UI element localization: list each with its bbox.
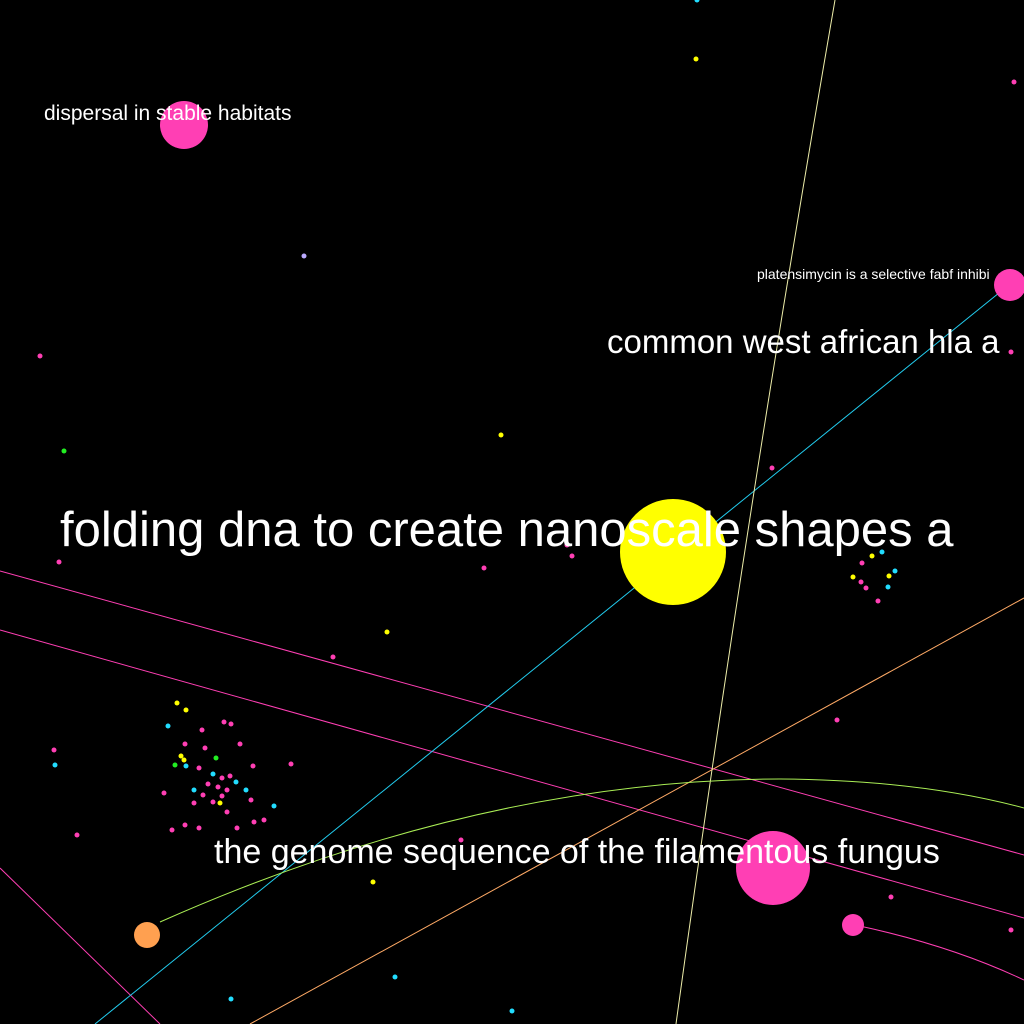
node-dot-magenta[interactable] bbox=[234, 825, 240, 831]
node-dot-magenta[interactable] bbox=[221, 719, 227, 725]
node-dot-magenta[interactable] bbox=[56, 559, 62, 565]
node-dot-yellow[interactable] bbox=[693, 56, 699, 62]
node-dot-magenta[interactable] bbox=[215, 784, 221, 790]
node-dot-magenta[interactable] bbox=[834, 717, 840, 723]
node-dot-yellow[interactable] bbox=[498, 432, 504, 438]
node-platensimycin[interactable] bbox=[994, 269, 1024, 301]
node-dot-cyan[interactable] bbox=[892, 568, 898, 574]
node-dot-magenta[interactable] bbox=[1011, 79, 1017, 85]
edge-cyan-1 bbox=[94, 279, 1016, 1024]
node-dot-magenta[interactable] bbox=[205, 781, 211, 787]
node-dot-magenta[interactable] bbox=[330, 654, 336, 660]
node-dot-magenta[interactable] bbox=[37, 353, 43, 359]
node-genome[interactable] bbox=[736, 831, 810, 905]
node-dot-cyan[interactable] bbox=[694, 0, 700, 3]
node-dot-yellow[interactable] bbox=[370, 879, 376, 885]
node-dot-cyan[interactable] bbox=[392, 974, 398, 980]
node-dot-green[interactable] bbox=[213, 755, 219, 761]
node-dot-yellow[interactable] bbox=[174, 700, 180, 706]
node-dot-magenta[interactable] bbox=[875, 598, 881, 604]
edge-lime-1 bbox=[159, 778, 1024, 923]
node-dot-magenta[interactable] bbox=[224, 809, 230, 815]
node-dot-magenta[interactable] bbox=[288, 761, 294, 767]
node-dot-magenta[interactable] bbox=[224, 787, 230, 793]
node-dot-magenta[interactable] bbox=[458, 837, 464, 843]
node-dot-yellow[interactable] bbox=[178, 753, 184, 759]
node-dot-cyan[interactable] bbox=[210, 771, 216, 777]
edge-orange-1 bbox=[249, 597, 1024, 1024]
node-dot-lavender[interactable] bbox=[301, 253, 307, 259]
edge-magenta-1 bbox=[0, 570, 1024, 856]
node-dot-magenta[interactable] bbox=[858, 579, 864, 585]
node-dot-magenta[interactable] bbox=[261, 817, 267, 823]
edge-magenta-2 bbox=[0, 629, 1024, 919]
node-dot-magenta[interactable] bbox=[859, 560, 865, 566]
node-dot-magenta[interactable] bbox=[481, 565, 487, 571]
node-dot-magenta[interactable] bbox=[228, 721, 234, 727]
node-dot-cyan[interactable] bbox=[885, 584, 891, 590]
node-dot-yellow[interactable] bbox=[181, 757, 187, 763]
node-orange[interactable] bbox=[134, 922, 160, 948]
node-dot-magenta[interactable] bbox=[863, 585, 869, 591]
node-dot-magenta[interactable] bbox=[196, 765, 202, 771]
node-dot-magenta[interactable] bbox=[169, 827, 175, 833]
node-dispersal[interactable] bbox=[160, 101, 208, 149]
node-magenta-small[interactable] bbox=[842, 914, 864, 936]
node-dot-yellow[interactable] bbox=[869, 553, 875, 559]
node-dot-magenta[interactable] bbox=[227, 773, 233, 779]
node-dot-magenta[interactable] bbox=[210, 799, 216, 805]
node-dot-magenta[interactable] bbox=[196, 825, 202, 831]
node-dot-cyan[interactable] bbox=[165, 723, 171, 729]
node-dot-magenta[interactable] bbox=[248, 797, 254, 803]
node-dot-green[interactable] bbox=[172, 762, 178, 768]
node-dot-green[interactable] bbox=[61, 448, 67, 454]
node-dot-magenta[interactable] bbox=[569, 553, 575, 559]
node-dot-magenta[interactable] bbox=[219, 793, 225, 799]
node-dot-cyan[interactable] bbox=[879, 549, 885, 555]
node-dot-yellow[interactable] bbox=[183, 707, 189, 713]
node-dot-magenta[interactable] bbox=[888, 894, 894, 900]
node-dot-magenta[interactable] bbox=[202, 745, 208, 751]
node-dot-cyan[interactable] bbox=[228, 996, 234, 1002]
nodes-layer bbox=[37, 0, 1024, 1014]
node-dot-magenta[interactable] bbox=[237, 741, 243, 747]
node-dot-cyan[interactable] bbox=[233, 779, 239, 785]
node-dot-cyan[interactable] bbox=[243, 787, 249, 793]
node-dot-magenta[interactable] bbox=[182, 741, 188, 747]
node-dot-magenta[interactable] bbox=[1008, 349, 1014, 355]
edge-magenta-3 bbox=[0, 867, 161, 1024]
node-dot-magenta[interactable] bbox=[251, 819, 257, 825]
node-dot-yellow[interactable] bbox=[886, 573, 892, 579]
edge-pale-1 bbox=[675, 0, 836, 1024]
node-folding-dna[interactable] bbox=[620, 499, 726, 605]
node-dot-cyan[interactable] bbox=[191, 787, 197, 793]
node-dot-magenta[interactable] bbox=[219, 775, 225, 781]
node-dot-magenta[interactable] bbox=[191, 800, 197, 806]
node-dot-magenta[interactable] bbox=[161, 790, 167, 796]
node-dot-magenta[interactable] bbox=[1008, 927, 1014, 933]
node-dot-magenta[interactable] bbox=[182, 822, 188, 828]
node-dot-cyan[interactable] bbox=[509, 1008, 515, 1014]
node-dot-magenta[interactable] bbox=[200, 792, 206, 798]
node-dot-cyan[interactable] bbox=[183, 763, 189, 769]
node-dot-cyan[interactable] bbox=[271, 803, 277, 809]
node-dot-magenta[interactable] bbox=[250, 763, 256, 769]
node-dot-magenta[interactable] bbox=[564, 542, 570, 548]
node-dot-magenta[interactable] bbox=[51, 747, 57, 753]
edge-magenta-4 bbox=[854, 924, 1024, 981]
node-dot-magenta[interactable] bbox=[199, 727, 205, 733]
node-dot-magenta[interactable] bbox=[769, 465, 775, 471]
node-dot-yellow[interactable] bbox=[850, 574, 856, 580]
node-dot-magenta[interactable] bbox=[74, 832, 80, 838]
node-dot-cyan[interactable] bbox=[52, 762, 58, 768]
node-dot-yellow[interactable] bbox=[217, 800, 223, 806]
node-dot-yellow[interactable] bbox=[384, 629, 390, 635]
